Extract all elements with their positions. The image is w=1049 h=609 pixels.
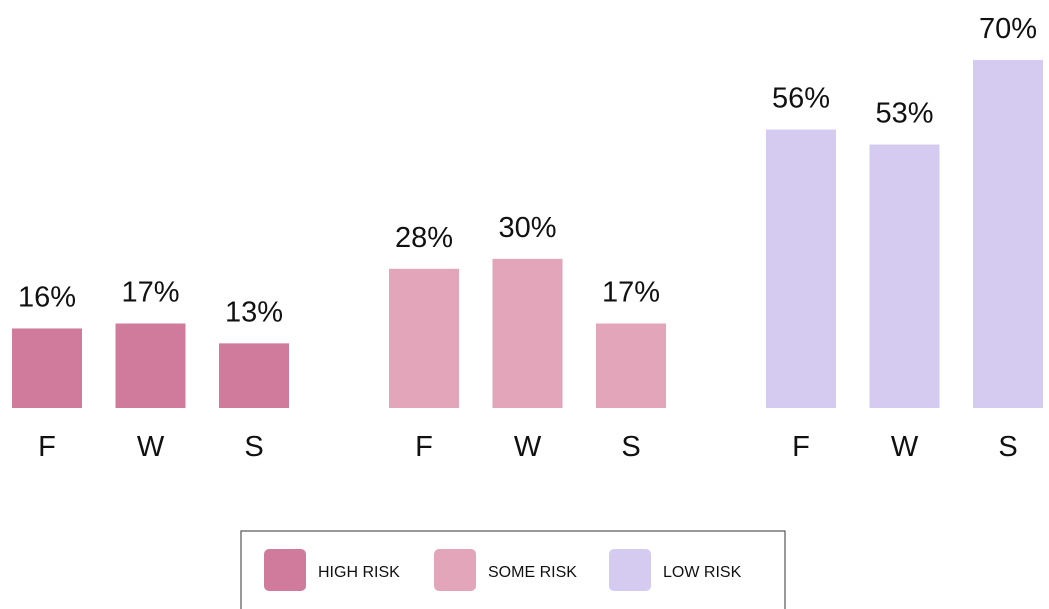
x-tick-label: W	[137, 431, 165, 463]
bar	[389, 268, 459, 408]
legend-box	[240, 530, 786, 609]
legend-label: LOW RISK	[663, 564, 742, 581]
legend-label: HIGH RISK	[318, 564, 400, 581]
x-tick-label: W	[891, 431, 919, 463]
x-tick-label: F	[415, 431, 433, 463]
data-label: 56%	[772, 83, 830, 115]
x-tick-label: S	[998, 431, 1017, 463]
bar	[766, 129, 836, 408]
data-label: 17%	[602, 276, 660, 308]
data-label: 70%	[979, 13, 1037, 45]
x-tick-label: F	[38, 431, 56, 463]
data-label: 13%	[225, 296, 283, 328]
data-label: 17%	[121, 276, 179, 308]
bar	[12, 328, 82, 408]
x-tick-label: F	[792, 431, 810, 463]
legend-swatch	[434, 549, 476, 591]
bar	[596, 323, 666, 408]
x-tick-label: S	[621, 431, 640, 463]
bar	[973, 60, 1043, 408]
legend-swatch	[264, 549, 306, 591]
data-label: 30%	[498, 212, 556, 244]
bar	[219, 343, 289, 408]
data-label: 28%	[395, 222, 453, 254]
bar	[492, 258, 563, 408]
x-tick-label: S	[244, 431, 263, 463]
x-tick-label: W	[514, 431, 542, 463]
legend-label: SOME RISK	[488, 564, 577, 581]
bar	[869, 144, 940, 408]
data-label: 53%	[875, 98, 933, 130]
bar	[115, 323, 186, 408]
legend-swatch	[609, 549, 651, 591]
data-label: 16%	[18, 281, 76, 313]
